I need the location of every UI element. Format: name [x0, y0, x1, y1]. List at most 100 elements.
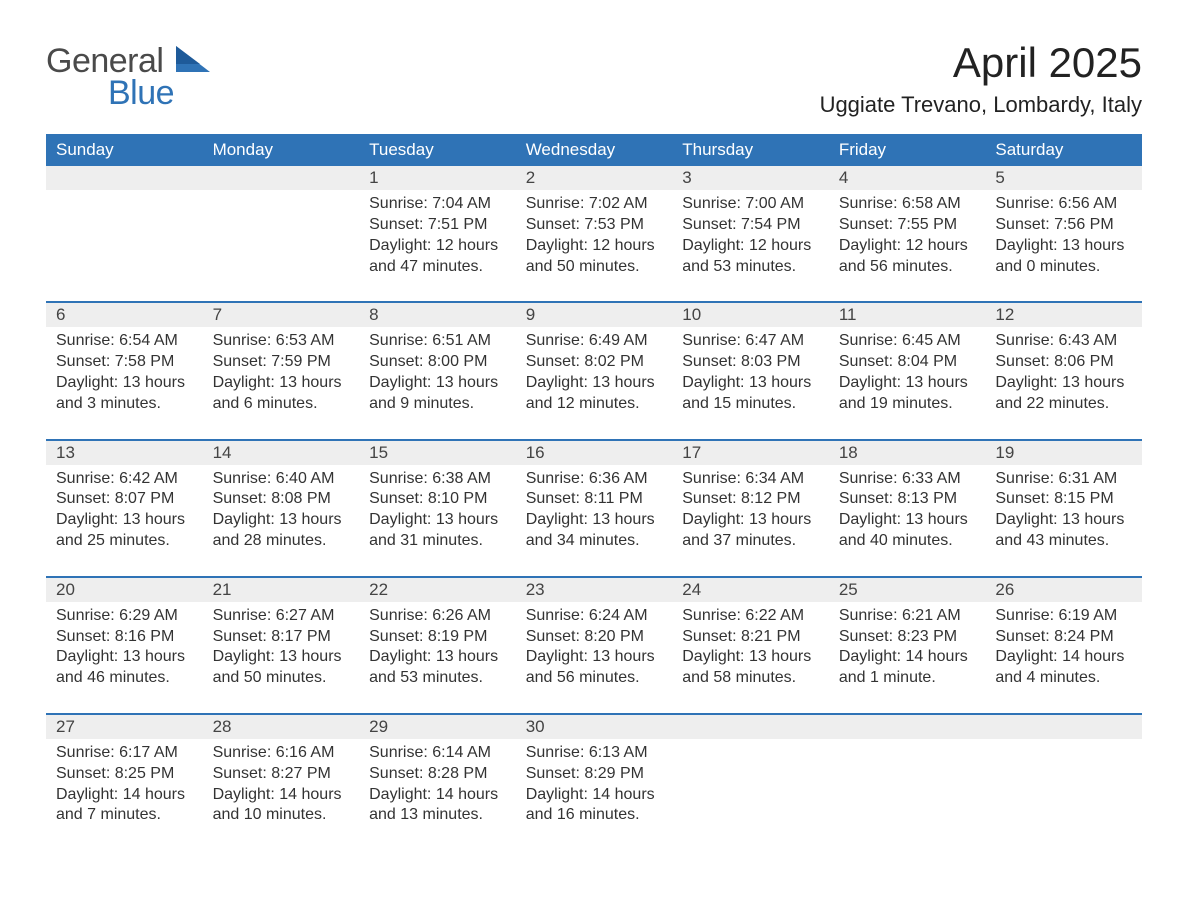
day-number-cell: 24	[672, 577, 829, 602]
sunrise-text: Sunrise: 6:14 AM	[369, 743, 506, 764]
day-number-cell	[203, 166, 360, 190]
day-number-cell	[985, 714, 1142, 739]
day-number: 3	[682, 168, 691, 187]
day-number: 17	[682, 443, 701, 462]
week-content-row: Sunrise: 6:54 AMSunset: 7:58 PMDaylight:…	[46, 327, 1142, 439]
day-cell: Sunrise: 6:31 AMSunset: 8:15 PMDaylight:…	[985, 465, 1142, 577]
day-number-cell: 6	[46, 302, 203, 327]
calendar-body: 12 3 4 5 Sunrise: 7:04 AMSunset: 7:51 PMDayl…	[46, 166, 1142, 850]
sunrise-text: Sunrise: 6:40 AM	[213, 469, 350, 490]
sunset-text: Sunset: 8:10 PM	[369, 489, 506, 510]
day-number: 13	[56, 443, 75, 462]
weekday-header: Friday	[829, 134, 986, 166]
sunset-text: Sunset: 8:25 PM	[56, 764, 193, 785]
day-cell: Sunrise: 6:45 AMSunset: 8:04 PMDaylight:…	[829, 327, 986, 439]
header: General Blue April 2025 Uggiate Trevano,…	[46, 40, 1142, 118]
day-number: 4	[839, 168, 848, 187]
daylight-text: Daylight: 13 hours and 56 minutes.	[526, 647, 663, 689]
week-number-row: 27 28 2930	[46, 714, 1142, 739]
sunset-text: Sunset: 7:56 PM	[995, 215, 1132, 236]
day-number: 24	[682, 580, 701, 599]
day-cell: Sunrise: 6:22 AMSunset: 8:21 PMDaylight:…	[672, 602, 829, 714]
day-number: 25	[839, 580, 858, 599]
sunset-text: Sunset: 8:02 PM	[526, 352, 663, 373]
daylight-text: Daylight: 13 hours and 53 minutes.	[369, 647, 506, 689]
sunset-text: Sunset: 7:58 PM	[56, 352, 193, 373]
sunrise-text: Sunrise: 6:54 AM	[56, 331, 193, 352]
day-cell: Sunrise: 6:13 AMSunset: 8:29 PMDaylight:…	[516, 739, 673, 850]
day-cell: Sunrise: 7:04 AMSunset: 7:51 PMDaylight:…	[359, 190, 516, 302]
sunrise-text: Sunrise: 6:47 AM	[682, 331, 819, 352]
day-number-cell: 21	[203, 577, 360, 602]
sunrise-text: Sunrise: 6:49 AM	[526, 331, 663, 352]
week-number-row: 6789101112	[46, 302, 1142, 327]
day-number-cell: 27	[46, 714, 203, 739]
daylight-text: Daylight: 14 hours and 4 minutes.	[995, 647, 1132, 689]
weekday-header: Sunday	[46, 134, 203, 166]
day-number: 22	[369, 580, 388, 599]
weekday-header: Tuesday	[359, 134, 516, 166]
sunrise-text: Sunrise: 6:19 AM	[995, 606, 1132, 627]
week-content-row: Sunrise: 7:04 AMSunset: 7:51 PMDaylight:…	[46, 190, 1142, 302]
day-cell: Sunrise: 6:29 AMSunset: 8:16 PMDaylight:…	[46, 602, 203, 714]
sunset-text: Sunset: 8:06 PM	[995, 352, 1132, 373]
daylight-text: Daylight: 14 hours and 13 minutes.	[369, 785, 506, 827]
sunset-text: Sunset: 8:23 PM	[839, 627, 976, 648]
day-number: 15	[369, 443, 388, 462]
sunset-text: Sunset: 8:13 PM	[839, 489, 976, 510]
daylight-text: Daylight: 13 hours and 9 minutes.	[369, 373, 506, 415]
month-title: April 2025	[820, 40, 1142, 86]
sunset-text: Sunset: 8:04 PM	[839, 352, 976, 373]
daylight-text: Daylight: 13 hours and 28 minutes.	[213, 510, 350, 552]
daylight-text: Daylight: 13 hours and 34 minutes.	[526, 510, 663, 552]
sunrise-text: Sunrise: 6:43 AM	[995, 331, 1132, 352]
day-number-cell: 29	[359, 714, 516, 739]
sunrise-text: Sunrise: 6:17 AM	[56, 743, 193, 764]
sunset-text: Sunset: 8:15 PM	[995, 489, 1132, 510]
day-number-cell: 12	[985, 302, 1142, 327]
sunrise-text: Sunrise: 6:29 AM	[56, 606, 193, 627]
sunset-text: Sunset: 8:19 PM	[369, 627, 506, 648]
daylight-text: Daylight: 14 hours and 1 minute.	[839, 647, 976, 689]
day-number: 11	[839, 305, 857, 324]
daylight-text: Daylight: 13 hours and 0 minutes.	[995, 236, 1132, 278]
sunrise-text: Sunrise: 6:13 AM	[526, 743, 663, 764]
sunrise-text: Sunrise: 6:53 AM	[213, 331, 350, 352]
logo: General Blue	[46, 40, 210, 110]
day-number: 26	[995, 580, 1014, 599]
day-number-cell: 5	[985, 166, 1142, 190]
day-number-cell: 8	[359, 302, 516, 327]
week-content-row: Sunrise: 6:29 AMSunset: 8:16 PM Daylight:…	[46, 602, 1142, 714]
day-number-cell: 11	[829, 302, 986, 327]
daylight-text: Daylight: 12 hours and 50 minutes.	[526, 236, 663, 278]
week-content-row: Sunrise: 6:42 AMSunset: 8:07 PMDaylight:…	[46, 465, 1142, 577]
day-number-cell: 18	[829, 440, 986, 465]
sunset-text: Sunset: 8:16 PM	[56, 627, 193, 648]
day-cell: Sunrise: 6:16 AMSunset: 8:27 PMDaylight:…	[203, 739, 360, 850]
day-number: 10	[682, 305, 701, 324]
daylight-text: Daylight: 13 hours and 3 minutes.	[56, 373, 193, 415]
day-cell: Sunrise: 6:38 AMSunset: 8:10 PMDaylight:…	[359, 465, 516, 577]
sunrise-text: Sunrise: 6:26 AM	[369, 606, 506, 627]
day-number-cell: 20	[46, 577, 203, 602]
sunset-text: Sunset: 8:08 PM	[213, 489, 350, 510]
day-cell: Sunrise: 6:42 AMSunset: 8:07 PMDaylight:…	[46, 465, 203, 577]
day-cell: Sunrise: 6:47 AMSunset: 8:03 PMDaylight:…	[672, 327, 829, 439]
day-number-cell: 30	[516, 714, 673, 739]
day-cell: Sunrise: 6:58 AMSunset: 7:55 PMDaylight:…	[829, 190, 986, 302]
sunrise-text: Sunrise: 6:31 AM	[995, 469, 1132, 490]
day-cell: Sunrise: 6:33 AMSunset: 8:13 PMDaylight:…	[829, 465, 986, 577]
sunset-text: Sunset: 8:07 PM	[56, 489, 193, 510]
weekday-header: Thursday	[672, 134, 829, 166]
day-number: 28	[213, 717, 232, 736]
day-cell: Sunrise: 6:56 AMSunset: 7:56 PMDaylight:…	[985, 190, 1142, 302]
day-number: 27	[56, 717, 75, 736]
sunset-text: Sunset: 8:21 PM	[682, 627, 819, 648]
day-number-cell: 4	[829, 166, 986, 190]
daylight-text: Daylight: 13 hours and 22 minutes.	[995, 373, 1132, 415]
daylight-text: Daylight: 13 hours and 50 minutes.	[213, 647, 350, 689]
logo-text: General Blue	[46, 40, 210, 110]
day-number: 12	[995, 305, 1014, 324]
day-cell: Sunrise: 6:51 AMSunset: 8:00 PMDaylight:…	[359, 327, 516, 439]
day-number-cell: 22	[359, 577, 516, 602]
